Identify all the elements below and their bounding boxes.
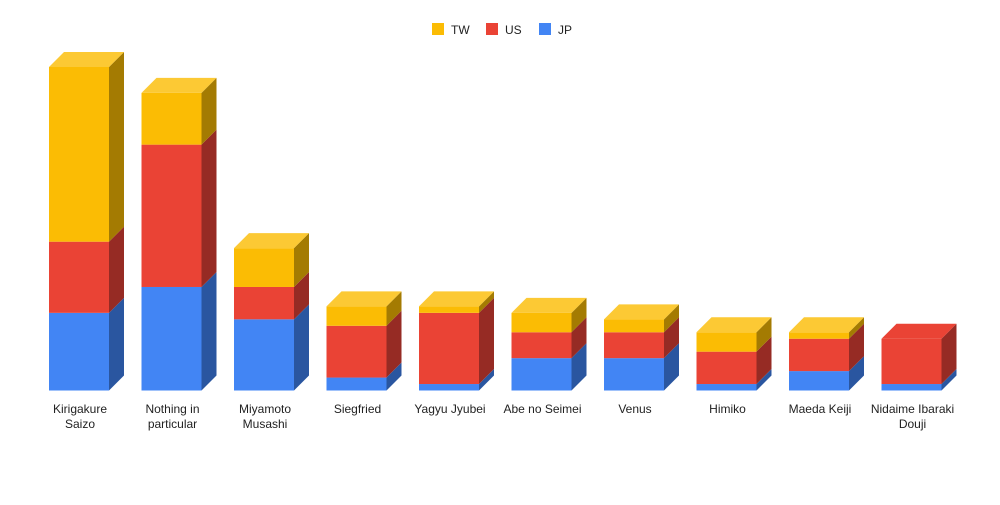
bar-side-jp	[294, 304, 309, 391]
bar-side-us	[294, 271, 309, 320]
category-label: Yagyu Jyubei	[414, 402, 485, 416]
bar-side-us	[941, 323, 957, 385]
bar-side-tw	[294, 233, 309, 287]
category-label: particular	[148, 417, 197, 431]
category-label: Musashi	[243, 417, 288, 431]
bar-jp	[511, 358, 572, 391]
bar-top-tw	[49, 52, 124, 67]
category-label: Saizo	[65, 417, 95, 431]
bar-side-jp	[386, 362, 402, 391]
bar-jp	[419, 384, 479, 391]
bar-side-jp	[479, 369, 494, 391]
bar-side-jp	[201, 271, 217, 391]
bar-tw	[326, 306, 387, 326]
category-label: Venus	[618, 402, 651, 416]
bar-side-us	[664, 317, 679, 359]
bar-top-tw	[604, 304, 679, 320]
bar-tw	[511, 312, 572, 333]
bar-side-tw	[664, 304, 679, 333]
bar-tw	[696, 332, 757, 352]
bar-us	[49, 241, 109, 313]
category-label: Nidaime Ibaraki	[871, 402, 954, 416]
bar-top-tw	[789, 317, 864, 333]
bar-jp	[696, 384, 757, 391]
bar-side-us	[849, 323, 864, 372]
bar-side-us	[756, 336, 772, 385]
bar-side-jp	[109, 297, 124, 391]
bar-us	[326, 325, 387, 378]
bar-side-us	[201, 129, 217, 287]
bar-us	[511, 332, 572, 359]
bar-side-tw	[201, 77, 217, 145]
bar-side-us	[386, 310, 402, 378]
bar-jp	[326, 377, 387, 391]
bar-us	[234, 286, 294, 320]
bar-top-tw	[696, 317, 772, 333]
bar-top-tw	[326, 291, 402, 307]
bar-side-tw	[571, 297, 587, 333]
bar-side-tw	[386, 291, 402, 326]
legend-label-us: US	[505, 23, 522, 37]
bar-tw	[49, 67, 109, 242]
bar-us	[604, 332, 664, 359]
bar-side-us	[479, 297, 494, 385]
bar-us	[881, 338, 942, 385]
category-label: Nothing in	[145, 402, 199, 416]
bar-top-tw	[141, 77, 217, 93]
bar-jp	[881, 384, 942, 391]
category-label: Siegfried	[334, 402, 381, 416]
bar-side-jp	[756, 369, 772, 391]
category-label: Miyamoto	[239, 402, 291, 416]
bar-side-jp	[571, 343, 587, 391]
bar-us	[789, 338, 849, 372]
legend-label-tw: TW	[451, 23, 470, 37]
bar-side-jp	[849, 356, 864, 391]
category-label: Abe no Seimei	[503, 402, 581, 416]
bar-side-us	[109, 226, 124, 313]
legend-label-jp: JP	[558, 23, 572, 37]
bar-tw	[234, 248, 294, 287]
bar-side-jp	[941, 369, 957, 391]
bar-side-tw	[479, 291, 494, 313]
bar-top-tw	[511, 297, 587, 313]
legend-swatch-jp	[539, 23, 551, 35]
category-label: Himiko	[709, 402, 746, 416]
bar-top-tw	[234, 233, 309, 249]
bar-side-tw	[109, 52, 124, 242]
legend-swatch-us	[486, 23, 498, 35]
bar-tw	[419, 306, 479, 313]
bar-us	[696, 351, 757, 385]
legend-swatch-tw	[432, 23, 444, 35]
bar-top-us	[881, 323, 957, 339]
bar-jp	[234, 319, 294, 391]
bar-side-us	[571, 317, 587, 359]
bar-us	[419, 312, 479, 385]
bar-top-tw	[419, 291, 494, 307]
bar-jp	[604, 358, 664, 391]
category-label: Kirigakure	[53, 402, 107, 416]
bar-side-tw	[849, 317, 864, 339]
category-label: Maeda Keiji	[789, 402, 852, 416]
bar-us	[141, 144, 202, 287]
bar-tw	[789, 332, 849, 339]
bar-tw	[604, 319, 664, 333]
category-label: Douji	[899, 417, 926, 431]
bar-jp	[49, 312, 109, 391]
bar-jp	[141, 286, 202, 391]
bar-jp	[789, 371, 849, 391]
bar-side-tw	[756, 317, 772, 352]
bar-tw	[141, 92, 202, 145]
bar-side-jp	[664, 343, 679, 391]
